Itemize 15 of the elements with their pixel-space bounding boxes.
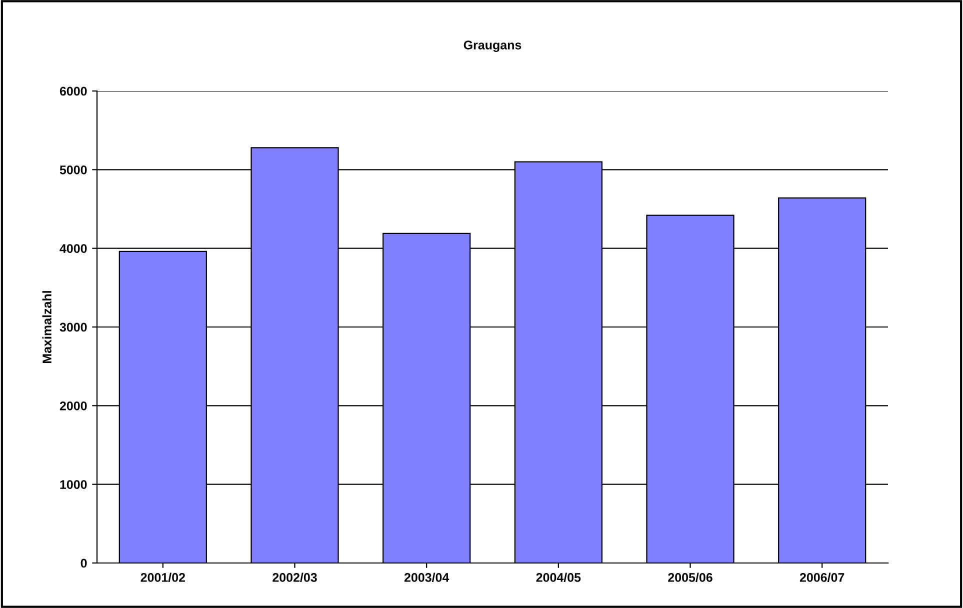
y-tick-label: 3000	[60, 322, 87, 332]
y-axis-title: Maximalzahl	[42, 291, 52, 363]
y-tick-label: 6000	[60, 86, 87, 96]
y-tick-label: 5000	[60, 165, 87, 174]
x-tick-label: 2004/05	[536, 572, 581, 582]
y-tick-label: 1000	[60, 480, 87, 489]
x-tick-label: 2006/07	[800, 572, 844, 582]
x-tick-label: 2005/06	[668, 572, 712, 582]
chart-title: Graugans	[464, 40, 522, 52]
y-tick-label: 2000	[60, 401, 87, 410]
y-tick-label: 0	[80, 558, 87, 568]
x-tick-label: 2002/03	[272, 572, 317, 582]
y-tick-label: 4000	[60, 244, 87, 253]
x-tick-label: 2003/04	[404, 572, 450, 582]
x-tick-label: 2001/02	[140, 572, 186, 582]
